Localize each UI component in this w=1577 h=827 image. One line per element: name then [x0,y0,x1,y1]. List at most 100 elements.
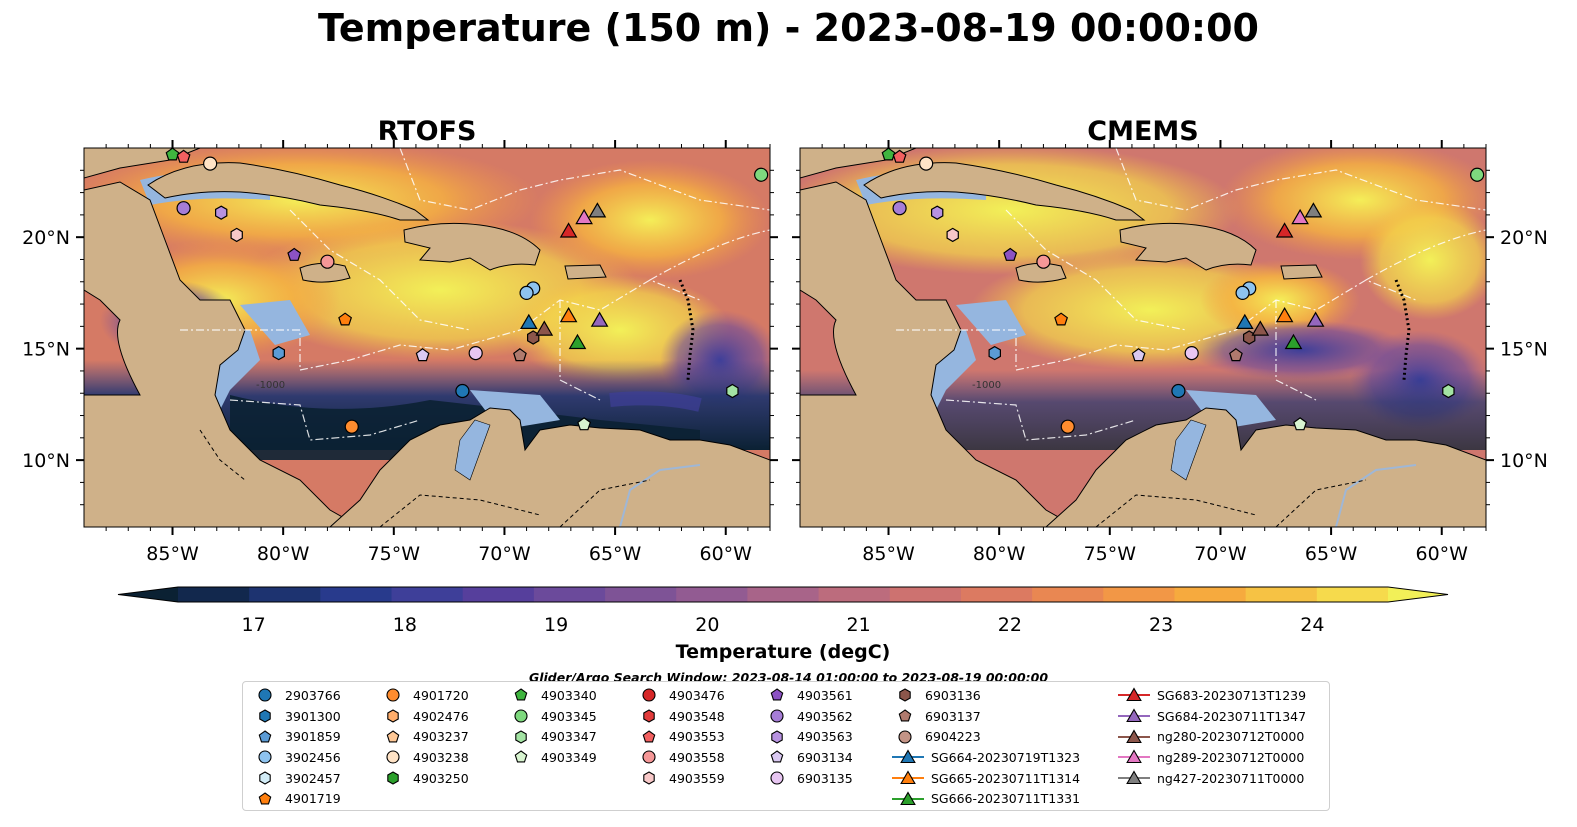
legend-marker-icon [892,749,924,764]
observation-marker [215,205,228,220]
legend-label: 4903347 [541,729,597,745]
observation-marker [272,345,285,361]
observation-marker [1293,417,1308,431]
legend-label: 4903476 [669,687,725,703]
colorbar-segment [818,587,891,602]
legend-marker-icon [259,771,271,785]
legend-column: 4903476 4903548 4903553 4903558 4903559 [635,685,725,788]
legend-label: 4903553 [669,729,725,745]
lon-tick-label: 65°W [1305,543,1358,565]
legend-entry: 6903136 [891,685,1080,706]
colorbar-label: Temperature (degC) [676,641,891,663]
colorbar-tick-label: 23 [1149,614,1173,636]
legend-marker-icon [771,730,783,744]
legend-label: 6903137 [925,708,981,724]
legend-marker-icon [387,771,399,785]
legend-entry: SG664-20230719T1323 [891,747,1080,768]
legend-marker-icon [258,688,272,702]
legend-marker-icon [643,709,655,723]
cmems-axis-ticks: 85°W 80°W 75°W 70°W 65°W 60°W 10°N 15°N 20°N [792,140,1548,565]
colorbar-tick-label: 19 [544,614,568,636]
observation-marker [1184,346,1199,361]
observation-marker [575,208,593,225]
observation-marker [1275,222,1294,238]
legend-label: 4903558 [669,749,725,765]
legend-marker-icon [642,730,656,743]
legend-column: SG683-20230713T1239 SG684-20230711T1347 ng… [1117,685,1306,788]
cmems-map-panel: CMEMS [792,116,1548,565]
legend-entry: 4903349 [507,747,597,768]
lon-tick-label: 65°W [589,543,642,565]
legend-entry: 4903553 [635,726,725,747]
legend-marker-icon [1118,687,1150,702]
colorbar-outline [117,586,1449,603]
colorbar-tick-label: 18 [393,614,417,636]
legend-label: 6903134 [797,749,853,765]
lat-tick-label: 10°N [1500,450,1548,472]
legend-label: 2903766 [285,687,341,703]
observation-marker [919,156,934,171]
legend-marker-icon [386,730,400,743]
colorbar-segment [960,587,1033,602]
legend-marker-icon [770,688,784,701]
legend-entry: ng289-20230712T0000 [1117,747,1306,768]
legend-label: 4903340 [541,687,597,703]
legend-entry: 4902476 [379,706,469,727]
legend-marker-icon [1118,729,1150,743]
lon-tick-label: 75°W [1084,543,1137,565]
legend-marker-icon [899,688,911,702]
observation-marker [1235,285,1250,301]
colorbar-segment [391,587,464,602]
legend-label: 4901720 [413,687,469,703]
colorbar-tick-label: 21 [847,614,871,636]
observation-marker [1054,312,1069,326]
observation-marker [519,313,538,329]
legend-marker-icon [259,709,271,723]
legend-entry: SG665-20230711T1314 [891,768,1080,789]
observation-marker [344,419,359,434]
lon-tick-label: 70°W [1194,543,1247,565]
legend-label: SG666-20230711T1331 [931,791,1081,807]
observation-marker [754,167,769,182]
legend-entry: 4903548 [635,706,725,727]
legend-marker-icon [770,709,784,723]
observation-marker [1304,202,1323,218]
legend-entry: SG683-20230713T1239 [1117,685,1306,706]
legend-entry: 4901720 [379,685,469,706]
observation-marker [568,333,587,350]
legend-label: 4903548 [669,708,725,724]
observation-marker [1284,333,1303,350]
lon-tick-label: 85°W [862,543,915,565]
legend-marker-icon [258,750,272,764]
legend-entry: 4903340 [507,685,597,706]
legend-marker-icon [642,750,656,764]
observation-marker [988,345,1002,361]
observation-marker [519,285,534,301]
observation-marker [535,320,554,336]
observation-marker [590,311,609,327]
legend-label: SG684-20230711T1347 [1157,708,1307,724]
legend-marker-icon [898,709,912,722]
legend-marker-icon [515,730,527,744]
legend-marker-icon [1118,749,1150,764]
legend-entry: 4903562 [763,706,853,727]
observation-marker [892,201,907,216]
legend-entry: SG684-20230711T1347 [1117,706,1306,727]
observation-marker [203,156,218,171]
legend-label: 3902457 [285,770,341,786]
lat-tick-label: 15°N [1500,339,1548,361]
observation-marker [415,348,430,362]
colorbar-segment [1103,587,1175,602]
colorbar-extend-low [118,587,178,602]
observation-marker [513,348,527,362]
observation-marker [176,149,191,163]
colorbar-segment [1032,587,1104,602]
legend-entry: 6903135 [763,768,853,789]
observation-marker [1036,254,1051,269]
legend-label: ng427-20230711T0000 [1157,770,1305,786]
legend-entry: ng280-20230712T0000 [1117,726,1306,747]
observation-marker [1131,348,1146,362]
legend-marker-icon [258,730,272,743]
legend-marker-icon [514,688,528,701]
